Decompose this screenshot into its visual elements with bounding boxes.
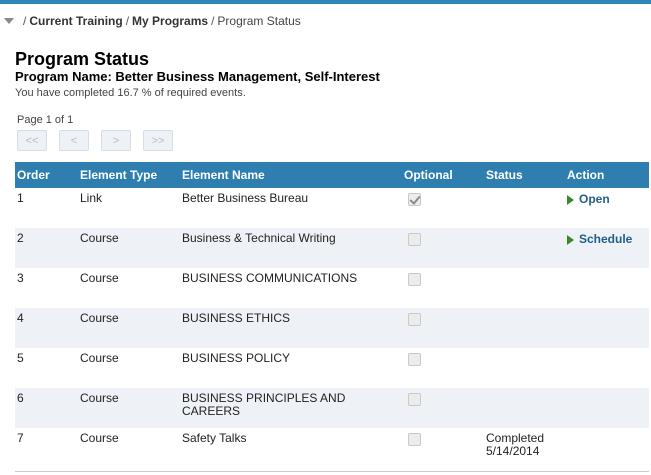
column-header-optional: Optional (401, 162, 483, 188)
action-label: Open (579, 192, 610, 206)
column-header-element-name: Element Name (179, 162, 401, 188)
row-element-type: Course (77, 228, 179, 268)
program-elements-table: Order Element Type Element Name Optional… (15, 162, 649, 466)
table-bottom-border (15, 471, 649, 472)
row-action-cell (564, 428, 649, 466)
row-status (483, 348, 564, 388)
prev-page-button[interactable]: < (59, 130, 89, 151)
breadcrumb-separator: / (211, 14, 215, 28)
table-row: 4 Course BUSINESS ETHICS (15, 308, 649, 348)
column-header-element-type: Element Type (77, 162, 179, 188)
schedule-action-link[interactable]: Schedule (567, 233, 632, 246)
row-element-name: BUSINESS PRINCIPLES AND CAREERS (179, 388, 401, 428)
table-row: 6 Course BUSINESS PRINCIPLES AND CAREERS (15, 388, 649, 428)
program-name: Program Name: Better Business Management… (15, 69, 380, 84)
optional-checkbox (408, 193, 421, 206)
row-status (483, 268, 564, 308)
row-element-type: Course (77, 388, 179, 428)
first-page-button[interactable]: << (17, 130, 47, 151)
page-indicator: Page 1 of 1 (17, 114, 74, 126)
optional-checkbox (408, 273, 421, 286)
row-order: 2 (15, 228, 77, 268)
breadcrumb: / Current Training / My Programs / Progr… (4, 14, 301, 28)
table-header-row: Order Element Type Element Name Optional… (15, 162, 649, 188)
column-header-action: Action (564, 162, 649, 188)
row-element-name: BUSINESS POLICY (182, 351, 291, 365)
row-element-name: BUSINESS COMMUNICATIONS (182, 271, 358, 285)
row-element-type: Link (80, 191, 103, 205)
row-status (483, 188, 564, 228)
row-optional-cell (401, 228, 483, 268)
row-optional-cell (401, 388, 483, 428)
row-order: 7 (17, 431, 24, 445)
breadcrumb-my-programs[interactable]: My Programs (132, 14, 209, 28)
row-action-cell (564, 308, 649, 348)
collapse-triangle-icon[interactable] (4, 18, 14, 24)
row-action-cell (564, 268, 649, 308)
breadcrumb-current-training[interactable]: Current Training (29, 14, 123, 28)
optional-checkbox (408, 313, 421, 326)
row-status: Completed 5/14/2014 (486, 431, 545, 458)
optional-checkbox (408, 233, 421, 246)
row-element-type: Course (80, 271, 119, 285)
row-action-cell (564, 348, 649, 388)
column-header-status: Status (483, 162, 564, 188)
row-action-cell: Open (564, 188, 649, 228)
row-optional-cell (401, 188, 483, 228)
row-order: 3 (17, 271, 24, 285)
row-optional-cell (401, 308, 483, 348)
row-order: 6 (15, 388, 77, 428)
table-row: 1 Link Better Business Bureau Open (15, 188, 649, 228)
row-status (483, 388, 564, 428)
play-icon (567, 194, 574, 205)
optional-checkbox (408, 393, 421, 406)
row-element-type: Course (80, 431, 119, 445)
table-row: 5 Course BUSINESS POLICY (15, 348, 649, 388)
pager: << < > >> (17, 130, 173, 151)
breadcrumb-separator: / (125, 14, 130, 28)
row-order: 5 (17, 351, 24, 365)
table-row: 3 Course BUSINESS COMMUNICATIONS (15, 268, 649, 308)
play-icon (567, 234, 574, 245)
row-element-name: Better Business Bureau (182, 191, 309, 205)
row-action-cell (564, 388, 649, 428)
table-row: 2 Course Business & Technical Writing Sched… (15, 228, 649, 268)
top-accent-bar (0, 0, 651, 4)
row-status (483, 308, 564, 348)
row-optional-cell (401, 348, 483, 388)
row-element-type: Course (77, 308, 179, 348)
next-page-button[interactable]: > (101, 130, 131, 151)
breadcrumb-separator: / (23, 14, 27, 28)
page-title: Program Status (15, 49, 150, 69)
action-label: Schedule (579, 232, 633, 246)
row-order: 1 (17, 191, 24, 205)
completion-text: You have completed 16.7 % of required ev… (15, 87, 246, 99)
row-element-name: BUSINESS ETHICS (179, 308, 401, 348)
row-optional-cell (401, 428, 483, 466)
row-optional-cell (401, 268, 483, 308)
row-element-name: Business & Technical Writing (179, 228, 401, 268)
row-element-name: Safety Talks (182, 431, 247, 445)
open-action-link[interactable]: Open (567, 193, 610, 206)
optional-checkbox (408, 433, 421, 446)
last-page-button[interactable]: >> (143, 130, 173, 151)
optional-checkbox (408, 353, 421, 366)
column-header-order: Order (15, 162, 77, 188)
row-element-type: Course (80, 351, 119, 365)
breadcrumb-program-status: Program Status (217, 14, 301, 28)
row-action-cell: Schedule (564, 228, 649, 268)
row-order: 4 (15, 308, 77, 348)
row-status (483, 228, 564, 268)
table-row: 7 Course Safety Talks Completed 5/14/2014 (15, 428, 649, 466)
